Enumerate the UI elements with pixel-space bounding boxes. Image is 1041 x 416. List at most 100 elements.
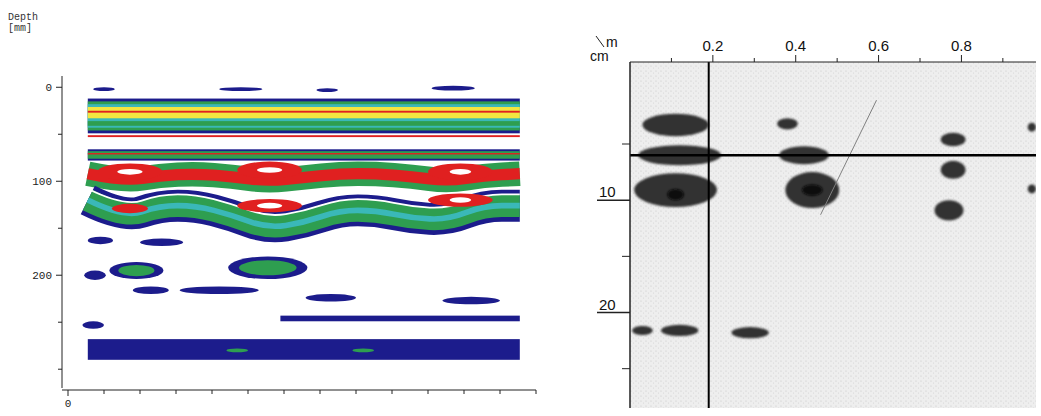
- x-minor-tick: [920, 58, 921, 62]
- reflection: [667, 189, 684, 200]
- x-minor-tick: [428, 390, 429, 394]
- x-minor-tick: [500, 390, 501, 394]
- band: [88, 107, 520, 118]
- y-axis-title-line: [mm]: [8, 23, 32, 34]
- y-minor-tick: [58, 228, 62, 229]
- y-axis-title-line: Depth: [8, 12, 38, 23]
- reflection: [935, 200, 964, 220]
- reflection: [257, 203, 282, 209]
- y-tick: [56, 181, 62, 182]
- background: [630, 62, 1036, 408]
- x-tick: [961, 55, 962, 62]
- y-minor-tick: [622, 144, 630, 145]
- horizon: [88, 189, 520, 215]
- band: [88, 104, 520, 127]
- x-minor-tick: [392, 390, 393, 394]
- x-tick: [712, 55, 713, 62]
- x-tick-label: 0: [65, 398, 72, 410]
- reflection: [316, 88, 338, 92]
- reflection: [228, 256, 307, 279]
- reflection: [257, 167, 282, 173]
- x-minor-tick: [212, 390, 213, 394]
- reflection: [352, 349, 374, 353]
- band: [88, 149, 520, 160]
- x-minor-tick: [1002, 58, 1003, 62]
- band: [88, 135, 520, 137]
- x-minor-tick: [284, 390, 285, 394]
- y-tick-label: 10: [599, 183, 616, 200]
- reflection: [450, 197, 472, 203]
- plot-area: [630, 62, 1036, 408]
- y-tick: [56, 87, 62, 88]
- x-tick: [795, 55, 796, 62]
- reflection: [237, 199, 302, 212]
- x-minor-tick: [104, 390, 105, 394]
- x-axis: [630, 62, 1036, 63]
- reflection: [442, 297, 500, 305]
- y-minor-tick: [622, 368, 630, 369]
- reflection: [428, 193, 493, 206]
- reflection: [1028, 123, 1036, 132]
- figure: 01002000Depth[mm]0.20.40.60.81020mcm: [0, 0, 1041, 416]
- y-minor-tick: [622, 256, 630, 257]
- band: [280, 316, 519, 322]
- x-minor-tick: [176, 390, 177, 394]
- x-minor-tick: [140, 390, 141, 394]
- y-minor-tick: [58, 134, 62, 135]
- x-tick: [878, 55, 879, 62]
- reflection: [133, 287, 169, 295]
- reflection: [118, 265, 154, 276]
- panel: 01002000Depth[mm]: [8, 12, 536, 410]
- y-tick-label: 20: [599, 296, 616, 313]
- y-minor-tick: [58, 369, 62, 370]
- reflection: [732, 327, 769, 338]
- reflection: [239, 260, 297, 275]
- reflection: [632, 326, 653, 335]
- reflection: [450, 169, 472, 175]
- marker-line: [821, 100, 877, 215]
- x-tick-label: 0.8: [951, 37, 972, 54]
- band: [88, 153, 520, 154]
- band: [88, 111, 520, 113]
- x-minor-tick: [356, 390, 357, 394]
- y-minor-tick: [58, 322, 62, 323]
- x-axis: [62, 390, 536, 391]
- x-minor-tick: [464, 390, 465, 394]
- reflection: [428, 163, 493, 180]
- x-minor-tick: [754, 58, 755, 62]
- band: [88, 151, 520, 159]
- x-minor-tick: [248, 390, 249, 394]
- band: [88, 99, 520, 134]
- x-minor-tick: [837, 58, 838, 62]
- reflection: [1028, 184, 1036, 193]
- reflection: [117, 169, 142, 175]
- axes: 0.20.40.60.81020mcm: [590, 34, 1036, 408]
- reflection: [802, 184, 823, 195]
- x-tick-label: 0.2: [702, 37, 723, 54]
- reflection: [941, 133, 966, 146]
- y-tick-label: 0: [45, 82, 52, 94]
- reflection: [306, 294, 356, 302]
- reflection: [661, 325, 698, 336]
- reflection: [777, 118, 798, 129]
- reflection: [140, 239, 183, 247]
- reflection: [785, 172, 839, 208]
- reflection: [941, 161, 966, 179]
- x-minor-tick: [320, 390, 321, 394]
- y-tick: [56, 275, 62, 276]
- y-unit-label: cm: [590, 48, 609, 64]
- reflection: [237, 162, 302, 179]
- x-tick-label: 0.6: [868, 37, 889, 54]
- x-tick-label: 0.4: [785, 37, 806, 54]
- reflection: [219, 87, 262, 91]
- reflection: [98, 163, 163, 180]
- y-axis-title: Depth[mm]: [8, 12, 38, 34]
- reflection: [82, 321, 104, 329]
- cursor-vertical: [708, 62, 710, 408]
- band: [88, 121, 520, 126]
- unit-divider: [596, 36, 604, 47]
- y-axis: [62, 76, 63, 388]
- band: [88, 339, 520, 360]
- reflection: [642, 114, 708, 136]
- band: [88, 101, 520, 130]
